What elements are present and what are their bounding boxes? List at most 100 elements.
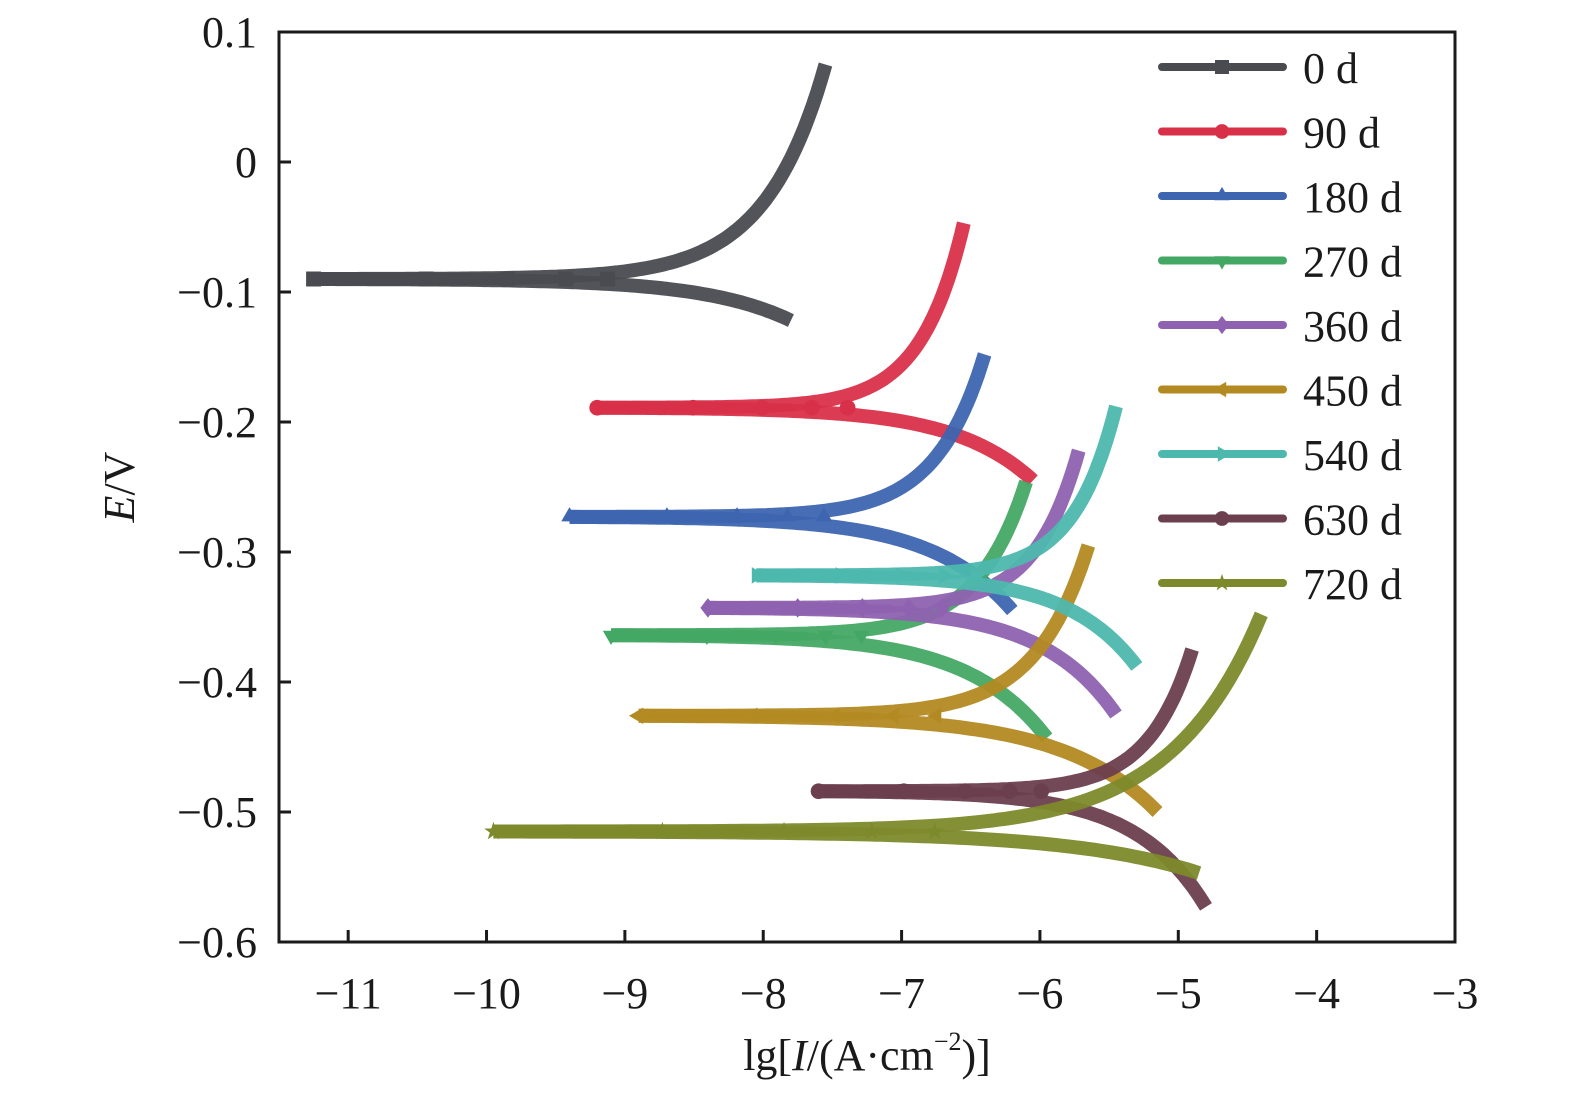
legend-label: 630 d	[1303, 496, 1402, 545]
cathodic-branch	[492, 824, 1202, 880]
data-point-marker	[658, 507, 676, 522]
x-tick-label: −5	[1155, 969, 1202, 1018]
legend-label: 90 d	[1303, 109, 1380, 158]
data-point-marker	[653, 821, 672, 840]
legend-item: 180 d	[1158, 173, 1402, 222]
y-tick-label: −0.2	[177, 398, 257, 447]
anodic-branch	[310, 62, 833, 286]
data-point-marker	[862, 821, 881, 840]
data-point-marker	[810, 783, 827, 800]
legend-label: 540 d	[1303, 431, 1402, 480]
data-point-marker	[700, 598, 716, 618]
data-point-marker	[600, 271, 616, 287]
data-point-marker	[1214, 124, 1230, 139]
y-axis: 0.1 0 −0.1 −0.2 −0.3 −0.4 −0.5 −0.6	[177, 8, 291, 967]
y-tick-label: −0.6	[177, 918, 257, 967]
data-point-marker	[1001, 783, 1018, 800]
data-point-marker	[418, 271, 434, 287]
cathodic-branch	[310, 272, 794, 327]
data-point-marker	[817, 630, 834, 645]
y-tick-label: 0.1	[202, 8, 257, 57]
data-point-marker	[835, 567, 850, 584]
data-point-marker	[825, 707, 840, 725]
data-point-marker	[628, 707, 644, 725]
data-point-marker	[895, 567, 911, 584]
y-tick-label: −0.4	[177, 658, 257, 707]
data-point-marker	[484, 821, 503, 840]
legend-label: 720 d	[1303, 560, 1402, 609]
data-point-marker	[884, 707, 899, 725]
data-point-marker	[306, 271, 322, 287]
anodic-branch	[566, 352, 992, 524]
x-tick-label: −3	[1432, 969, 1479, 1018]
data-point-marker	[561, 507, 578, 522]
y-tick-label: −0.3	[177, 528, 257, 577]
data-point-marker	[939, 567, 954, 584]
data-point-marker	[1212, 381, 1227, 398]
data-point-marker	[839, 399, 856, 416]
series-180-d	[561, 352, 1018, 616]
series-720-d	[484, 611, 1268, 880]
data-point-marker	[602, 630, 620, 645]
data-point-marker	[957, 783, 974, 800]
data-point-marker	[1215, 315, 1229, 335]
series-540-d	[751, 404, 1143, 671]
data-point-marker	[767, 630, 785, 645]
data-point-marker	[815, 507, 833, 522]
data-point-marker	[1217, 446, 1232, 462]
series-0-d	[306, 62, 833, 327]
data-point-marker	[854, 598, 870, 618]
legend-label: 180 d	[1303, 173, 1402, 222]
legend-item: 630 d	[1158, 496, 1402, 545]
x-tick-label: −4	[1293, 969, 1340, 1018]
data-point-marker	[853, 630, 870, 645]
legend-label: 0 d	[1303, 44, 1358, 93]
data-point-marker	[895, 783, 912, 800]
x-axis: −11 −10 −9 −8 −7 −6 −5 −4 −3	[315, 930, 1479, 1018]
data-point-marker	[1214, 511, 1230, 526]
series-630-d	[810, 647, 1212, 911]
data-point-marker	[970, 567, 985, 584]
data-point-marker	[1214, 186, 1230, 201]
series-450-d	[628, 543, 1163, 817]
plot-frame	[277, 30, 1457, 944]
data-point-marker	[1213, 573, 1231, 591]
data-point-marker	[774, 821, 794, 840]
data-point-marker	[558, 271, 574, 287]
legend-label: 450 d	[1303, 367, 1402, 416]
data-point-marker	[803, 399, 820, 416]
data-point-marker	[1215, 60, 1229, 74]
data-point-marker	[1033, 783, 1050, 800]
series-90-d	[589, 221, 1038, 486]
data-point-marker	[754, 399, 770, 416]
data-point-marker	[728, 507, 746, 522]
y-axis-title: E/V	[95, 451, 144, 523]
data-point-marker	[901, 598, 917, 618]
data-point-marker	[589, 399, 606, 416]
legend-item: 540 d	[1158, 431, 1402, 480]
legend-label: 360 d	[1303, 302, 1402, 351]
data-point-marker	[685, 399, 701, 416]
x-axis-title: lg[I/(A·cm−2)]	[743, 1027, 991, 1080]
x-tick-label: −11	[315, 969, 382, 1018]
data-point-marker	[698, 630, 716, 645]
legend: 0 d 90 d 180 d 270 d 360 d 450 d 540 d 630 d 720…	[1158, 44, 1402, 609]
legend-item: 720 d	[1158, 560, 1402, 609]
y-tick-label: −0.5	[177, 788, 257, 837]
data-point-marker	[751, 567, 767, 584]
legend-item: 270 d	[1158, 238, 1402, 287]
series-360-d	[700, 448, 1122, 719]
data-point-marker	[779, 507, 796, 522]
x-tick-label: −7	[878, 969, 925, 1018]
x-tick-label: −10	[452, 969, 521, 1018]
x-tick-label: −9	[601, 969, 648, 1018]
x-tick-label: −8	[740, 969, 787, 1018]
legend-item: 0 d	[1158, 44, 1358, 93]
y-tick-label: −0.1	[177, 268, 257, 317]
legend-item: 450 d	[1158, 367, 1402, 416]
data-point-marker	[499, 271, 515, 287]
data-point-marker	[934, 598, 950, 618]
legend-item: 90 d	[1158, 109, 1380, 158]
curves-layer	[306, 62, 1268, 911]
data-point-marker	[925, 821, 944, 840]
